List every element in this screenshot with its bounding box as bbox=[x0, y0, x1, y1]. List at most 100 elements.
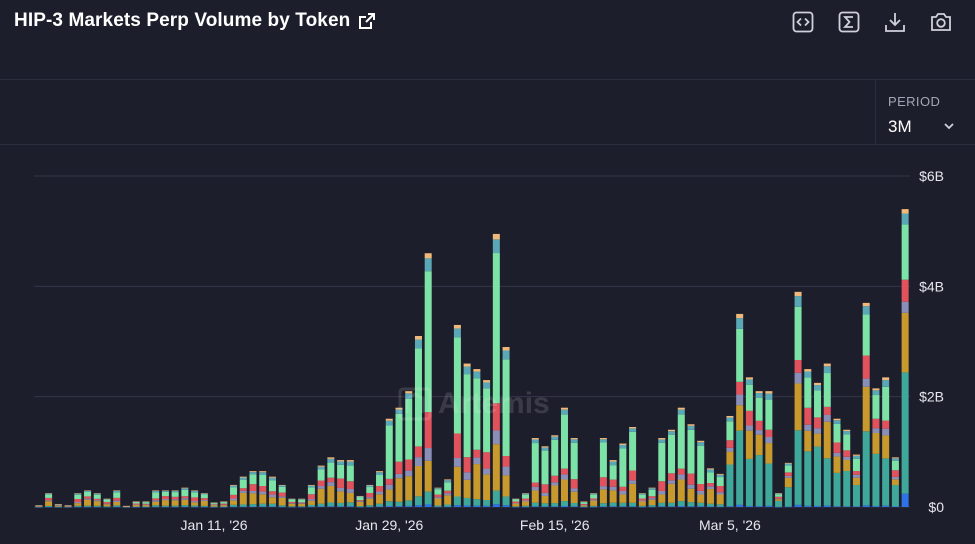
bar-segment bbox=[298, 498, 306, 500]
bar-segment bbox=[551, 435, 559, 437]
bar-segment bbox=[891, 460, 899, 471]
bar-segment bbox=[249, 506, 257, 508]
bar-segment bbox=[161, 490, 169, 492]
bar-segment bbox=[161, 506, 169, 508]
bar-segment bbox=[502, 466, 510, 476]
bar-segment bbox=[74, 506, 82, 508]
bar bbox=[814, 382, 822, 507]
bar-segment bbox=[843, 470, 851, 507]
bar bbox=[882, 377, 890, 507]
bar-segment bbox=[716, 494, 724, 505]
bar bbox=[122, 505, 130, 508]
bar-segment bbox=[152, 505, 160, 507]
bar-segment bbox=[765, 429, 773, 438]
bar-segment bbox=[220, 502, 228, 504]
bar-segment bbox=[833, 456, 841, 473]
bar-segment bbox=[560, 468, 568, 475]
bar-segment bbox=[609, 479, 617, 487]
bar-segment bbox=[268, 476, 276, 478]
bar-segment bbox=[512, 503, 520, 507]
bar-segment bbox=[823, 414, 831, 422]
bar bbox=[716, 473, 724, 508]
bar-segment bbox=[716, 474, 724, 478]
bar bbox=[590, 493, 598, 508]
bar-segment bbox=[882, 428, 890, 436]
bar-segment bbox=[882, 435, 890, 459]
bar-segment bbox=[307, 484, 315, 486]
bar-segment bbox=[35, 505, 43, 506]
bar-segment bbox=[745, 425, 753, 431]
bar-segment bbox=[697, 484, 705, 491]
bar-segment bbox=[765, 443, 773, 464]
bar-segment bbox=[492, 403, 500, 431]
bar-segment bbox=[736, 381, 744, 395]
x-tick-label: Jan 29, '26 bbox=[355, 517, 423, 533]
bar-segment bbox=[385, 418, 393, 421]
bar-segment bbox=[74, 499, 82, 503]
bar-segment bbox=[502, 505, 510, 507]
bar-segment bbox=[638, 500, 646, 502]
bar-segment bbox=[288, 503, 296, 507]
external-link-icon[interactable] bbox=[358, 12, 376, 30]
bar-segment bbox=[804, 407, 812, 425]
bar-segment bbox=[531, 438, 539, 440]
bar-segment bbox=[288, 498, 296, 500]
artemis-logo-icon bbox=[398, 387, 432, 421]
bar-segment bbox=[570, 438, 578, 440]
bar-segment bbox=[385, 506, 393, 507]
bar bbox=[54, 504, 62, 508]
bar bbox=[337, 460, 345, 507]
bar-segment bbox=[775, 499, 783, 501]
bar-segment bbox=[483, 388, 491, 453]
bar bbox=[161, 490, 169, 508]
bar-segment bbox=[405, 391, 413, 394]
bar-segment bbox=[658, 490, 666, 495]
bar-segment bbox=[405, 476, 413, 501]
bar bbox=[35, 505, 43, 508]
bar-segment bbox=[697, 502, 705, 507]
bar-segment bbox=[745, 384, 753, 411]
bar-segment bbox=[726, 440, 734, 448]
bar-segment bbox=[872, 388, 880, 391]
bar-segment bbox=[599, 438, 607, 440]
bar bbox=[668, 429, 676, 507]
bar-segment bbox=[45, 493, 53, 494]
screenshot-button[interactable] bbox=[929, 10, 953, 34]
bar-segment bbox=[259, 503, 267, 507]
bar-segment bbox=[687, 488, 695, 503]
bar-segment bbox=[278, 496, 286, 498]
bar-segment bbox=[327, 462, 335, 478]
bar-segment bbox=[268, 491, 276, 495]
bar bbox=[765, 391, 773, 507]
bar bbox=[239, 476, 247, 508]
bar-segment bbox=[161, 499, 169, 501]
bar-segment bbox=[629, 428, 637, 432]
bar-segment bbox=[619, 506, 627, 507]
bar-segment bbox=[298, 503, 306, 507]
embed-button[interactable] bbox=[791, 10, 815, 34]
bar-segment bbox=[424, 504, 432, 507]
bar-segment bbox=[833, 506, 841, 507]
bar-segment bbox=[901, 224, 909, 280]
bar-segment bbox=[434, 494, 442, 498]
bar-segment bbox=[804, 377, 812, 408]
period-selector[interactable]: PERIOD 3M bbox=[875, 80, 975, 144]
bar-segment bbox=[697, 440, 705, 443]
download-button[interactable] bbox=[883, 10, 907, 34]
bar-segment bbox=[843, 456, 851, 461]
bar-segment bbox=[609, 460, 617, 462]
bar-segment bbox=[395, 506, 403, 507]
bar-segment bbox=[210, 503, 218, 505]
bar bbox=[609, 460, 617, 507]
bar-segment bbox=[755, 420, 763, 431]
embed-icon bbox=[792, 11, 814, 33]
bar-segment bbox=[843, 460, 851, 471]
bar-segment bbox=[434, 505, 442, 507]
bar-segment bbox=[307, 485, 315, 488]
bar bbox=[171, 490, 179, 508]
bar-segment bbox=[541, 484, 549, 493]
sum-button[interactable] bbox=[837, 10, 861, 34]
bar-segment bbox=[395, 501, 403, 507]
bar-segment bbox=[385, 489, 393, 502]
bar-segment bbox=[317, 480, 325, 487]
